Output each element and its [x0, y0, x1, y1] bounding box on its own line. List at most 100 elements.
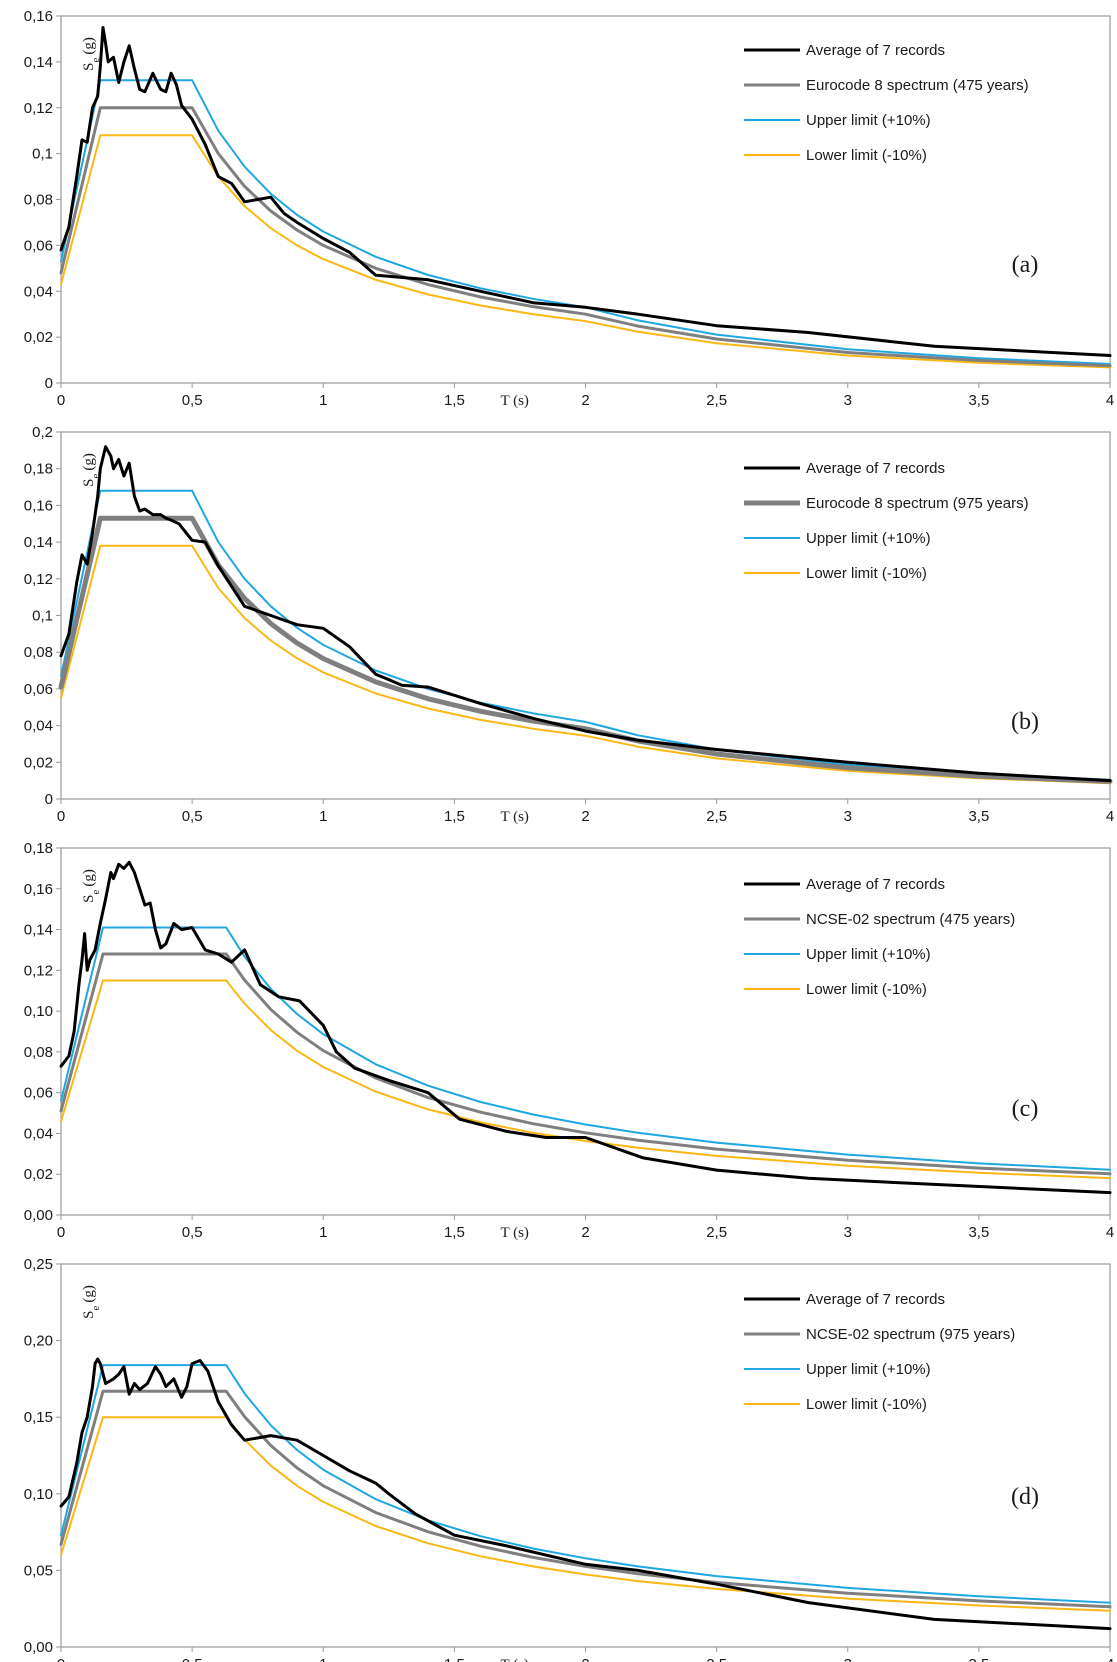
y-tick-label: 0,1 — [32, 608, 53, 625]
x-tick-label: 3 — [844, 1224, 852, 1241]
legend-entry-label: Upper limit (+10%) — [806, 1361, 931, 1378]
x-tick-label: 2,5 — [706, 1224, 727, 1241]
y-tick-label: 0 — [45, 375, 53, 392]
series-line — [60, 926, 1111, 1171]
x-tick-label: 4 — [1106, 808, 1114, 825]
y-tick-label: 0,06 — [24, 681, 53, 698]
x-tick-label: 2 — [581, 1224, 589, 1241]
y-tick-label: 0,06 — [24, 237, 53, 254]
x-tick-label: 3,5 — [968, 808, 989, 825]
x-tick-label: 3 — [844, 392, 852, 409]
legend-entry-label: Average of 7 records — [806, 460, 945, 477]
x-tick-label: 2,5 — [706, 392, 727, 409]
series-line — [59, 952, 1112, 1176]
x-tick-label: 4 — [1106, 1656, 1114, 1662]
y-tick-label: 0,18 — [24, 461, 53, 478]
x-tick-label: 1 — [319, 1656, 327, 1662]
y-tick-label: 0,20 — [24, 1333, 53, 1350]
y-tick-label: 0,04 — [24, 718, 53, 735]
x-tick-label: 3,5 — [968, 392, 989, 409]
y-tick-label: 0,04 — [24, 283, 53, 300]
y-axis-title: Se(g) — [81, 869, 102, 903]
panel-label: (b) — [1011, 709, 1039, 735]
y-tick-label: 0,00 — [24, 1639, 53, 1656]
x-tick-label: 1 — [319, 808, 327, 825]
series-line — [59, 445, 1112, 783]
series-line — [58, 515, 1113, 784]
x-tick-label: 0,5 — [182, 1656, 203, 1662]
x-tick-label: 0,5 — [182, 808, 203, 825]
plot-area-frame — [60, 15, 1111, 384]
x-tick-label: 0 — [57, 392, 65, 409]
panel-label: (a) — [1012, 252, 1039, 278]
x-tick-label: 4 — [1106, 1224, 1114, 1241]
y-tick-label: 0,08 — [24, 192, 53, 209]
chart-panel: 0 0,02 0,04 0,06 0,08 0,1 0,12 0,14 0,16 0 0,5 1 1,5… — [24, 8, 1114, 409]
series-line — [59, 860, 1112, 1195]
x-tick-label: 3,5 — [968, 1656, 989, 1662]
panel-label: (d) — [1011, 1484, 1039, 1510]
chart-panel: 0,00 0,05 0,10 0,15 0,20 0,25 0 0,5 1 1,5 2 2,5 3 3,5… — [24, 1256, 1114, 1662]
y-axis-title: Se(g) — [81, 453, 102, 487]
chart-panel: 0,00 0,02 0,04 0,06 0,08 0,10 0,12 0,14 0,16 0,18… — [24, 840, 1114, 1241]
y-tick-label: 0,02 — [24, 1166, 53, 1183]
series-line — [59, 1357, 1112, 1631]
legend-entry-label: Lower limit (-10%) — [806, 1396, 927, 1413]
y-tick-label: 0,00 — [24, 1207, 53, 1224]
x-tick-label: 2 — [581, 1656, 589, 1662]
series-line — [60, 544, 1111, 785]
y-tick-label: 0,10 — [24, 1003, 53, 1020]
legend-entry-label: Average of 7 records — [806, 876, 945, 893]
y-tick-label: 0,02 — [24, 329, 53, 346]
x-tick-label: 1,5 — [444, 392, 465, 409]
x-tick-label: 2 — [581, 808, 589, 825]
series-line — [60, 79, 1111, 365]
y-tick-label: 0,14 — [24, 922, 53, 939]
x-tick-label: 2,5 — [706, 1656, 727, 1662]
y-tick-label: 0,02 — [24, 754, 53, 771]
y-tick-label: 0,12 — [24, 962, 53, 979]
legend-entry-label: Upper limit (+10%) — [806, 530, 931, 547]
series-line — [60, 1416, 1111, 1612]
y-axis-title: Se(g) — [81, 37, 102, 71]
legend-entry-label: Average of 7 records — [806, 42, 945, 59]
legend-entry-label: Lower limit (-10%) — [806, 565, 927, 582]
x-tick-label: 1 — [319, 1224, 327, 1241]
y-tick-label: 0,12 — [24, 100, 53, 117]
series-line — [59, 1389, 1112, 1609]
y-tick-label: 0,2 — [32, 424, 53, 441]
x-tick-label: 2,5 — [706, 808, 727, 825]
panel-label: (c) — [1012, 1096, 1039, 1122]
x-tick-label: 3 — [844, 1656, 852, 1662]
chart-panel: 0 0,02 0,04 0,06 0,08 0,1 0,12 0,14 0,16 0,18 0,2 0… — [24, 424, 1114, 825]
x-axis-title: T (s) — [500, 1657, 528, 1662]
x-axis-title: T (s) — [500, 1225, 528, 1241]
legend-entry-label: Lower limit (-10%) — [806, 981, 927, 998]
x-tick-label: 2 — [581, 392, 589, 409]
y-tick-label: 0,18 — [24, 840, 53, 857]
x-tick-label: 0 — [57, 1656, 65, 1662]
y-tick-label: 0,14 — [24, 534, 53, 551]
y-tick-label: 0,16 — [24, 8, 53, 25]
plot-area-frame — [60, 847, 1111, 1216]
y-tick-label: 0,08 — [24, 644, 53, 661]
x-tick-label: 3 — [844, 808, 852, 825]
x-tick-label: 1,5 — [444, 1656, 465, 1662]
y-tick-label: 0 — [45, 791, 53, 808]
x-axis-title: T (s) — [500, 393, 528, 409]
legend-entry-label: Upper limit (+10%) — [806, 946, 931, 963]
y-tick-label: 0,15 — [24, 1409, 53, 1426]
y-axis-title: Se(g) — [81, 1285, 102, 1319]
legend-entry-label: Lower limit (-10%) — [806, 147, 927, 164]
y-tick-label: 0,16 — [24, 497, 53, 514]
plot-area-frame — [60, 1263, 1111, 1648]
y-tick-label: 0,08 — [24, 1044, 53, 1061]
y-tick-label: 0,06 — [24, 1085, 53, 1102]
x-axis-title: T (s) — [500, 809, 528, 825]
y-tick-label: 0,25 — [24, 1256, 53, 1273]
x-tick-label: 1 — [319, 392, 327, 409]
y-tick-label: 0,14 — [24, 54, 53, 71]
y-tick-label: 0,16 — [24, 881, 53, 898]
x-tick-label: 1,5 — [444, 1224, 465, 1241]
y-tick-label: 0,05 — [24, 1562, 53, 1579]
